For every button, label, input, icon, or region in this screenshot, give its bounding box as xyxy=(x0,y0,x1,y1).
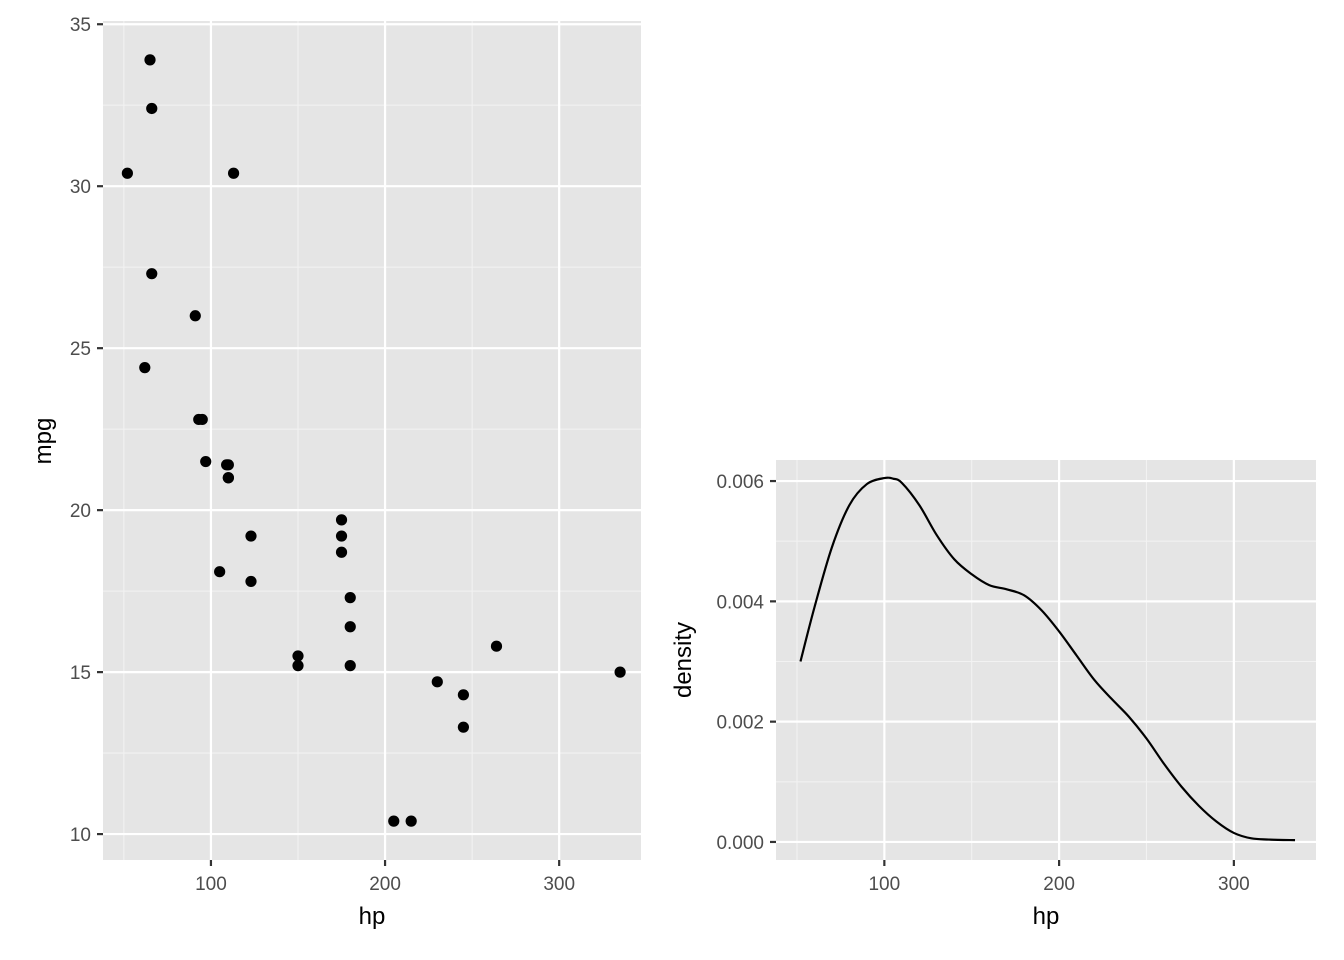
density-y-tick-label: 0.002 xyxy=(716,713,764,734)
scatter-point xyxy=(344,660,356,672)
scatter-point xyxy=(614,666,626,678)
scatter-point xyxy=(146,102,158,115)
scatter-points xyxy=(121,54,626,827)
density-y-axis: 0.000 0.002 0.004 0.006 xyxy=(716,472,776,854)
scatter-point xyxy=(196,413,208,426)
scatter-point xyxy=(490,640,503,652)
scatter-grid xyxy=(103,21,641,860)
scatter-point xyxy=(227,167,240,179)
scatter-y-tick-label: 25 xyxy=(70,339,91,360)
scatter-point xyxy=(121,167,133,179)
scatter-point xyxy=(292,650,304,662)
scatter-point xyxy=(388,815,400,827)
scatter-y-axis: 10 15 20 25 30 35 xyxy=(70,15,103,846)
scatter-panel-background xyxy=(103,21,641,860)
scatter-point xyxy=(189,310,201,322)
density-x-tick-label: 100 xyxy=(868,874,900,895)
scatter-point xyxy=(222,472,234,484)
density-x-axis-title: hp xyxy=(1033,903,1060,930)
scatter-point xyxy=(245,530,257,542)
scatter-point xyxy=(200,455,212,468)
scatter-point xyxy=(457,689,470,701)
density-y-tick-label: 0.000 xyxy=(716,833,764,854)
density-x-tick-label: 300 xyxy=(1218,874,1250,895)
scatter-point xyxy=(214,566,226,578)
density-x-tick-label: 200 xyxy=(1043,874,1075,895)
density-y-axis-title: density xyxy=(670,622,697,698)
scatter-x-tick-label: 200 xyxy=(369,874,401,895)
scatter-y-tick-label: 10 xyxy=(70,825,91,846)
scatter-point xyxy=(245,575,257,588)
scatter-point xyxy=(139,362,151,374)
scatter-point xyxy=(335,514,348,526)
scatter-x-tick-label: 300 xyxy=(543,874,575,895)
scatter-panel: 100 200 300 10 15 20 25 30 35 hp mpg xyxy=(30,15,641,930)
scatter-point xyxy=(344,592,356,604)
density-x-axis: 100 200 300 xyxy=(868,860,1250,895)
density-y-tick-label: 0.006 xyxy=(716,472,764,493)
scatter-point xyxy=(457,721,470,733)
scatter-point xyxy=(335,530,348,542)
scatter-x-axis-title: hp xyxy=(359,903,386,930)
density-curve xyxy=(799,476,1296,842)
density-y-tick-label: 0.004 xyxy=(716,592,764,613)
scatter-x-axis: 100 200 300 xyxy=(195,860,575,895)
density-panel: 100 200 300 0.000 0.002 0.004 0.006 hp densit… xyxy=(670,460,1316,930)
scatter-point xyxy=(344,621,356,633)
scatter-point xyxy=(221,459,233,471)
scatter-y-axis-title: mpg xyxy=(30,418,57,465)
scatter-x-tick-label: 100 xyxy=(195,874,227,895)
scatter-y-tick-label: 20 xyxy=(70,501,91,522)
density-line xyxy=(799,476,1296,842)
scatter-point xyxy=(335,546,348,558)
scatter-point xyxy=(431,676,443,688)
scatter-point xyxy=(146,268,158,280)
scatter-point xyxy=(405,815,417,827)
scatter-point xyxy=(144,54,156,66)
density-panel-background xyxy=(776,460,1316,860)
scatter-y-tick-label: 35 xyxy=(70,15,91,36)
scatter-point xyxy=(292,660,304,672)
scatter-y-tick-label: 30 xyxy=(70,177,91,198)
scatter-y-tick-label: 15 xyxy=(70,663,91,684)
density-grid xyxy=(776,460,1316,860)
